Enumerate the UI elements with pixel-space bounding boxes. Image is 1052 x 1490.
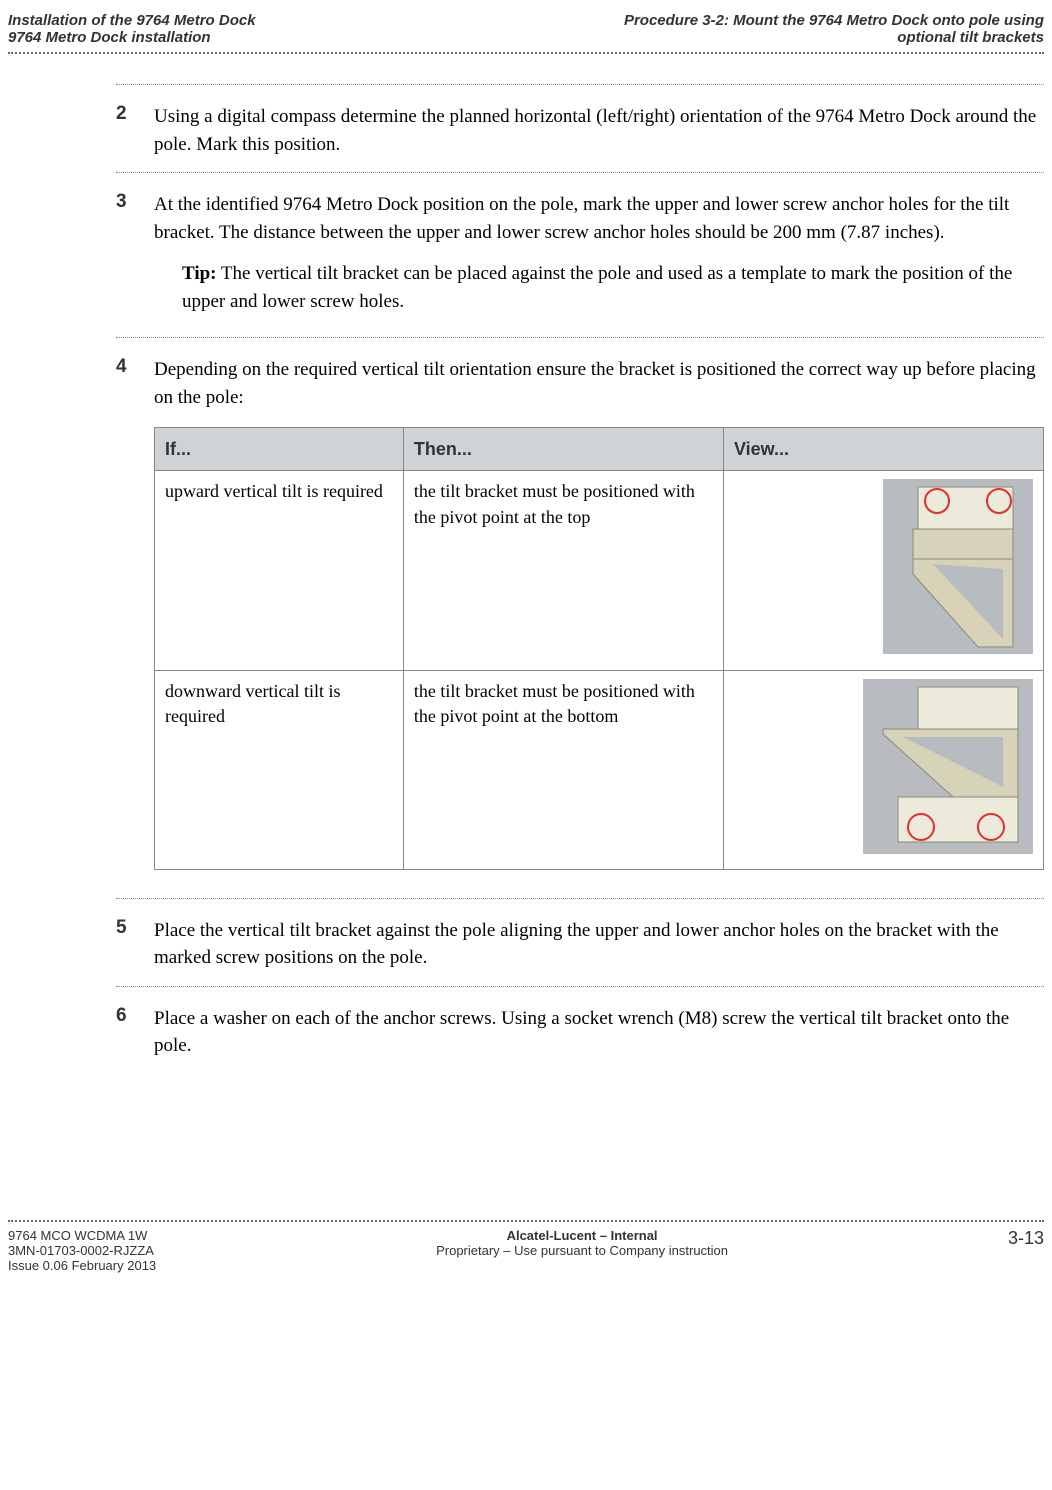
cell-view bbox=[723, 670, 1043, 869]
header-rule bbox=[8, 52, 1044, 54]
header-left-line1: Installation of the 9764 Metro Dock bbox=[8, 12, 256, 29]
header-left: Installation of the 9764 Metro Dock 9764… bbox=[8, 12, 256, 46]
tip-text: The vertical tilt bracket can be placed … bbox=[182, 263, 1012, 312]
step-text: At the identified 9764 Metro Dock positi… bbox=[154, 191, 1044, 246]
footer-center: Alcatel-Lucent – Internal Proprietary – … bbox=[436, 1228, 728, 1273]
step-6: 6 Place a washer on each of the anchor s… bbox=[116, 1005, 1044, 1060]
step-separator bbox=[116, 337, 1044, 338]
step-number: 5 bbox=[116, 917, 154, 972]
step-number: 2 bbox=[116, 103, 154, 158]
step-separator bbox=[116, 172, 1044, 173]
cell-if: upward vertical tilt is required bbox=[155, 471, 404, 670]
step-3: 3 At the identified 9764 Metro Dock posi… bbox=[116, 191, 1044, 323]
step-text: Using a digital compass determine the pl… bbox=[154, 103, 1044, 158]
footer-left-line2: 3MN-01703-0002-RJZZA bbox=[8, 1243, 156, 1258]
header-right: Procedure 3-2: Mount the 9764 Metro Dock… bbox=[624, 12, 1044, 46]
step-body: At the identified 9764 Metro Dock positi… bbox=[154, 191, 1044, 323]
step-number: 6 bbox=[116, 1005, 154, 1060]
page-footer: 9764 MCO WCDMA 1W 3MN-01703-0002-RJZZA I… bbox=[8, 1220, 1044, 1273]
step-separator bbox=[116, 986, 1044, 987]
table-row: downward vertical tilt is required the t… bbox=[155, 670, 1044, 869]
footer-left-line1: 9764 MCO WCDMA 1W bbox=[8, 1228, 156, 1243]
step-text: Place a washer on each of the anchor scr… bbox=[154, 1005, 1044, 1060]
step-body: Depending on the required vertical tilt … bbox=[154, 356, 1044, 870]
step-number: 4 bbox=[116, 356, 154, 870]
table-row: upward vertical tilt is required the til… bbox=[155, 471, 1044, 670]
tilt-table: If... Then... View... upward vertical ti… bbox=[154, 427, 1044, 869]
footer-left: 9764 MCO WCDMA 1W 3MN-01703-0002-RJZZA I… bbox=[8, 1228, 156, 1273]
step-text: Depending on the required vertical tilt … bbox=[154, 356, 1044, 411]
th-view: View... bbox=[723, 428, 1043, 471]
tip-label: Tip: bbox=[182, 263, 217, 284]
bracket-down-icon bbox=[863, 679, 1033, 854]
header-right-line2: optional tilt brackets bbox=[624, 29, 1044, 46]
table-header-row: If... Then... View... bbox=[155, 428, 1044, 471]
th-if: If... bbox=[155, 428, 404, 471]
cell-then: the tilt bracket must be positioned with… bbox=[403, 471, 723, 670]
header-right-line1: Procedure 3-2: Mount the 9764 Metro Dock… bbox=[624, 12, 1044, 29]
th-then: Then... bbox=[403, 428, 723, 471]
tip-block: Tip: The vertical tilt bracket can be pl… bbox=[182, 260, 1044, 315]
step-4: 4 Depending on the required vertical til… bbox=[116, 356, 1044, 870]
main-content: 2 Using a digital compass determine the … bbox=[8, 84, 1044, 1060]
footer-page-number: 3-13 bbox=[1008, 1228, 1044, 1273]
cell-view bbox=[723, 471, 1043, 670]
step-separator bbox=[116, 84, 1044, 85]
step-number: 3 bbox=[116, 191, 154, 323]
header-left-line2: 9764 Metro Dock installation bbox=[8, 29, 256, 46]
page-header: Installation of the 9764 Metro Dock 9764… bbox=[8, 12, 1044, 46]
cell-then: the tilt bracket must be positioned with… bbox=[403, 670, 723, 869]
cell-if: downward vertical tilt is required bbox=[155, 670, 404, 869]
step-5: 5 Place the vertical tilt bracket agains… bbox=[116, 917, 1044, 972]
bracket-up-icon bbox=[883, 479, 1033, 654]
step-2: 2 Using a digital compass determine the … bbox=[116, 103, 1044, 158]
footer-center-line2: Proprietary – Use pursuant to Company in… bbox=[436, 1243, 728, 1258]
step-separator bbox=[116, 898, 1044, 899]
step-text: Place the vertical tilt bracket against … bbox=[154, 917, 1044, 972]
footer-center-line1: Alcatel-Lucent – Internal bbox=[436, 1228, 728, 1243]
footer-left-line3: Issue 0.06 February 2013 bbox=[8, 1258, 156, 1273]
